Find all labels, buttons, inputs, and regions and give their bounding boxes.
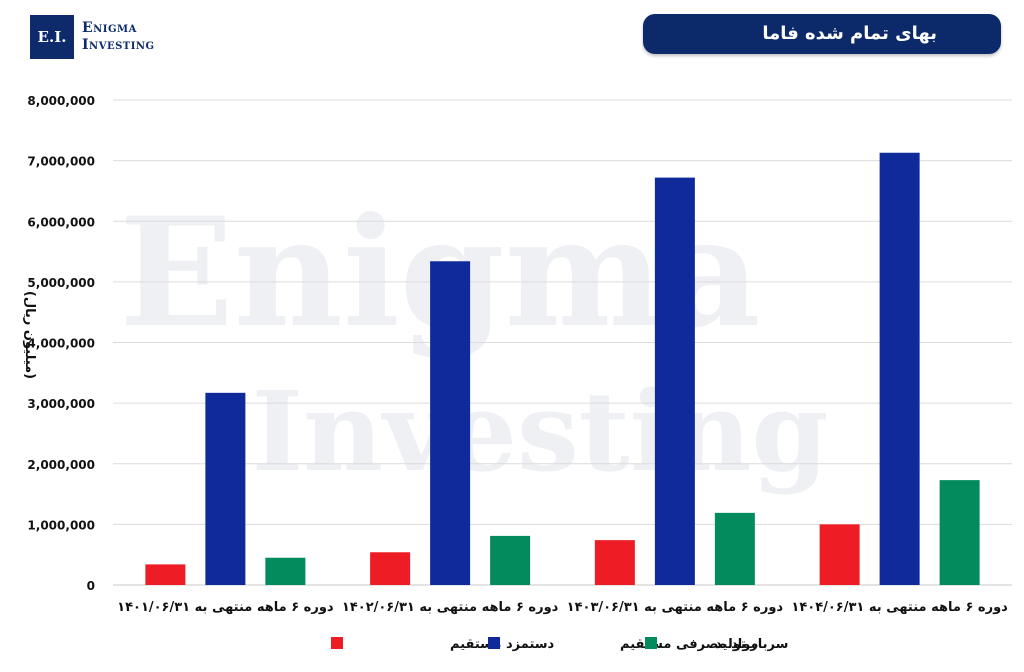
watermark: Enigma Investing — [119, 185, 828, 496]
y-tick-label: 6,000,000 — [27, 215, 95, 229]
y-tick-label: 4,000,000 — [27, 337, 95, 351]
y-axis-label: (میلیون ریال) — [22, 291, 37, 379]
bar — [654, 177, 695, 585]
bar — [265, 557, 306, 585]
bar — [205, 392, 246, 585]
logo-badge: E.I. — [30, 15, 74, 59]
bar — [594, 540, 635, 585]
bars — [145, 152, 980, 585]
y-tick-label: 7,000,000 — [27, 155, 95, 169]
logo: E.I. Enigma Investing — [30, 14, 155, 60]
y-tick-label: 8,000,000 — [27, 94, 95, 108]
legend-label: سربار تولید — [715, 637, 788, 652]
legend-label: دستمزد مستقیم — [450, 637, 555, 652]
legend-swatch — [645, 637, 657, 649]
x-tick-label: دوره ۶ ماهه منتهی به ۱۴۰۴/۰۶/۳۱ — [791, 600, 1008, 615]
logo-line1: Enigma — [82, 20, 137, 36]
logo-line2: Investing — [82, 37, 155, 53]
x-tick-label: دوره ۶ ماهه منتهی به ۱۴۰۱/۰۶/۳۱ — [117, 600, 334, 615]
bar — [819, 524, 860, 585]
logo-wordmark: Enigma Investing — [82, 20, 155, 54]
y-tick-label: 1,000,000 — [27, 518, 95, 532]
watermark-line2: Investing — [252, 367, 829, 496]
grid-lines — [113, 99, 1012, 586]
bar — [430, 261, 471, 585]
bar — [714, 512, 755, 585]
y-axis-ticks: 0 1,000,000 2,000,000 3,000,000 4,000,000 5,0… — [27, 94, 95, 593]
legend-swatch — [331, 637, 343, 649]
bar — [939, 480, 980, 585]
x-tick-label: دوره ۶ ماهه منتهی به ۱۴۰۳/۰۶/۳۱ — [567, 600, 784, 615]
x-axis-ticks: دوره ۶ ماهه منتهی به ۱۴۰۱/۰۶/۳۱ دوره ۶ ما… — [117, 600, 1008, 615]
bar — [490, 535, 531, 585]
bar — [370, 552, 411, 585]
bar — [879, 152, 920, 585]
legend-swatch — [488, 637, 500, 649]
y-tick-label: 3,000,000 — [27, 397, 95, 411]
y-tick-label: 5,000,000 — [27, 276, 95, 290]
y-tick-label: 2,000,000 — [27, 458, 95, 472]
title-banner: بهای تمام شده فاما — [643, 14, 1001, 54]
chart-title: بهای تمام شده فاما — [762, 23, 937, 44]
bar — [145, 564, 186, 585]
y-tick-label: 0 — [87, 579, 95, 593]
x-tick-label: دوره ۶ ماهه منتهی به ۱۴۰۲/۰۶/۳۱ — [342, 600, 559, 615]
